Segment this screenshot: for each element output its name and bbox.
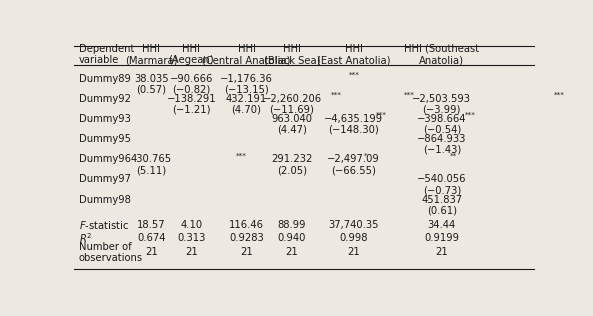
Text: 0.940: 0.940 [278,234,306,243]
Text: 963.040: 963.040 [272,114,313,124]
Text: Dummy96: Dummy96 [79,154,130,164]
Text: HHI: HHI [283,44,301,54]
Text: (−0.54): (−0.54) [423,125,461,135]
Text: $F$-statistic: $F$-statistic [79,219,129,231]
Text: 0.674: 0.674 [137,234,165,243]
Text: −1,176.36: −1,176.36 [220,74,273,83]
Text: (East Anatolia): (East Anatolia) [317,55,390,65]
Text: (−0.73): (−0.73) [423,185,461,195]
Text: 291.232: 291.232 [271,154,313,164]
Text: −4,635.199: −4,635.199 [324,114,383,124]
Text: (Black Sea): (Black Sea) [264,55,320,65]
Text: Dummy93: Dummy93 [79,114,130,124]
Text: Dummy97: Dummy97 [79,174,130,185]
Text: ***: *** [349,72,360,78]
Text: (−13.15): (−13.15) [224,84,269,94]
Text: (−148.30): (−148.30) [328,125,379,135]
Text: 37,740.35: 37,740.35 [329,220,379,230]
Text: 0.9283: 0.9283 [229,234,264,243]
Text: −398.664: −398.664 [417,114,467,124]
Text: 21: 21 [347,247,360,257]
Text: (0.61): (0.61) [427,205,457,216]
Text: −2,497.09: −2,497.09 [327,154,380,164]
Text: *: * [364,152,367,158]
Text: Dummy98: Dummy98 [79,195,130,205]
Text: Number of: Number of [79,242,132,252]
Text: HHI (Southeast: HHI (Southeast [404,44,479,54]
Text: HHI: HHI [238,44,256,54]
Text: (Marmara): (Marmara) [125,55,177,65]
Text: Anatolia): Anatolia) [419,55,464,65]
Text: ***: *** [465,112,476,118]
Text: Dependent: Dependent [79,44,134,54]
Text: (0.57): (0.57) [136,84,166,94]
Text: 21: 21 [185,247,197,257]
Text: (Aegean): (Aegean) [168,55,214,65]
Text: (4.47): (4.47) [277,125,307,135]
Text: (−66.55): (−66.55) [331,165,376,175]
Text: −864.933: −864.933 [417,134,467,144]
Text: −138.291: −138.291 [167,94,216,104]
Text: 38.035: 38.035 [134,74,168,83]
Text: **: ** [449,152,457,158]
Text: (−1.21): (−1.21) [172,105,211,114]
Text: (−11.69): (−11.69) [270,105,314,114]
Text: 18.57: 18.57 [137,220,165,230]
Text: 21: 21 [145,247,158,257]
Text: 0.998: 0.998 [339,234,368,243]
Text: (−3.99): (−3.99) [423,105,461,114]
Text: (−0.82): (−0.82) [172,84,211,94]
Text: 430.765: 430.765 [131,154,172,164]
Text: −90.666: −90.666 [170,74,213,83]
Text: 4.10: 4.10 [180,220,202,230]
Text: ***: *** [403,92,415,98]
Text: 0.313: 0.313 [177,234,206,243]
Text: $R^2$: $R^2$ [79,232,92,245]
Text: ***: *** [376,112,387,118]
Text: HHI: HHI [142,44,160,54]
Text: ***: *** [331,92,342,98]
Text: −540.056: −540.056 [417,174,467,185]
Text: Dummy95: Dummy95 [79,134,130,144]
Text: (5.11): (5.11) [136,165,167,175]
Text: (−1.43): (−1.43) [423,145,461,155]
Text: (2.05): (2.05) [277,165,307,175]
Text: HHI: HHI [183,44,200,54]
Text: 451.837: 451.837 [421,195,463,205]
Text: 21: 21 [240,247,253,257]
Text: variable: variable [79,55,119,65]
Text: Dummy89: Dummy89 [79,74,130,83]
Text: HHI: HHI [345,44,362,54]
Text: −2,260.206: −2,260.206 [262,94,321,104]
Text: 21: 21 [435,247,448,257]
Text: Dummy92: Dummy92 [79,94,130,104]
Text: 116.46: 116.46 [229,220,264,230]
Text: 34.44: 34.44 [428,220,456,230]
Text: 0.9199: 0.9199 [424,234,460,243]
Text: observations: observations [79,253,143,263]
Text: 88.99: 88.99 [278,220,306,230]
Text: 21: 21 [286,247,298,257]
Text: 432.191: 432.191 [226,94,267,104]
Text: (Central Anatolia): (Central Anatolia) [202,55,291,65]
Text: −2,503.593: −2,503.593 [412,94,471,104]
Text: ***: *** [235,152,247,158]
Text: ***: *** [553,92,564,98]
Text: (4.70): (4.70) [231,105,262,114]
